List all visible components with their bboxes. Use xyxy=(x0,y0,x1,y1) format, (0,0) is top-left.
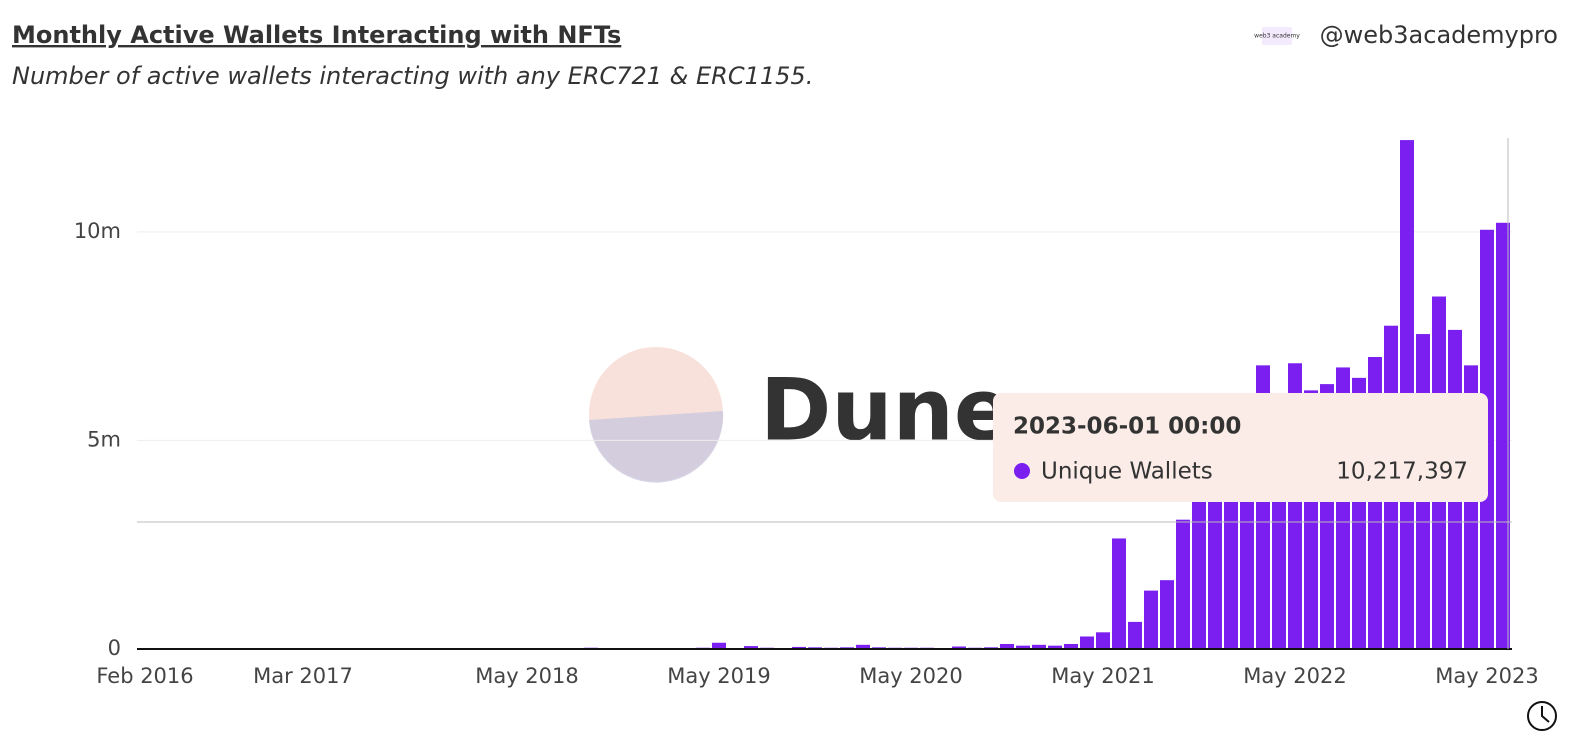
bar xyxy=(1144,590,1158,649)
bar xyxy=(1032,644,1046,649)
tooltip-box xyxy=(993,393,1488,502)
tooltip-dot xyxy=(1014,463,1030,479)
bar xyxy=(1016,645,1030,649)
tooltip-value: 10,217,397 xyxy=(1336,459,1468,485)
bar xyxy=(1496,222,1510,650)
x-tick-label: May 2021 xyxy=(1051,664,1155,688)
y-tick-label: 5m xyxy=(87,427,121,451)
bar xyxy=(712,642,726,649)
bar xyxy=(1160,580,1174,649)
watermark-text: Dune xyxy=(760,360,1012,460)
bar xyxy=(1000,643,1014,649)
watermark: Dune xyxy=(589,347,1012,483)
x-tick-label: May 2018 xyxy=(475,664,579,688)
logo: web3 academy xyxy=(1254,33,1300,40)
bar xyxy=(1176,519,1190,649)
chart-subtitle: Number of active wallets interacting wit… xyxy=(12,62,813,90)
x-tick-label: May 2020 xyxy=(859,664,963,688)
bar xyxy=(1112,538,1126,649)
tooltip: 2023-06-01 00:00 Unique Wallets 10,217,3… xyxy=(993,393,1488,502)
x-tick-label: May 2023 xyxy=(1435,664,1539,688)
tooltip-date: 2023-06-01 00:00 xyxy=(1013,414,1241,440)
bar xyxy=(744,646,758,649)
bar xyxy=(1096,632,1110,649)
x-tick-label: May 2022 xyxy=(1243,664,1347,688)
bar xyxy=(952,646,966,649)
bar xyxy=(1192,461,1206,649)
x-tick-label: Mar 2017 xyxy=(253,664,353,688)
bar xyxy=(856,644,870,649)
bar xyxy=(1064,643,1078,649)
clock-icon[interactable] xyxy=(1527,701,1557,731)
logo-box xyxy=(1262,27,1292,45)
x-tick-label: Feb 2016 xyxy=(96,664,193,688)
watermark-half xyxy=(589,411,724,483)
x-tick-label: May 2019 xyxy=(667,664,771,688)
bar xyxy=(1128,621,1142,649)
tooltip-series: Unique Wallets xyxy=(1041,459,1213,485)
bar xyxy=(1080,636,1094,649)
account: @web3academypro xyxy=(1320,21,1558,49)
bar xyxy=(792,646,806,649)
bar xyxy=(1048,645,1062,649)
chart-title[interactable]: Monthly Active Wallets Interacting with … xyxy=(12,21,621,49)
y-tick-label: 10m xyxy=(74,219,121,243)
y-tick-label: 0 xyxy=(108,636,121,660)
